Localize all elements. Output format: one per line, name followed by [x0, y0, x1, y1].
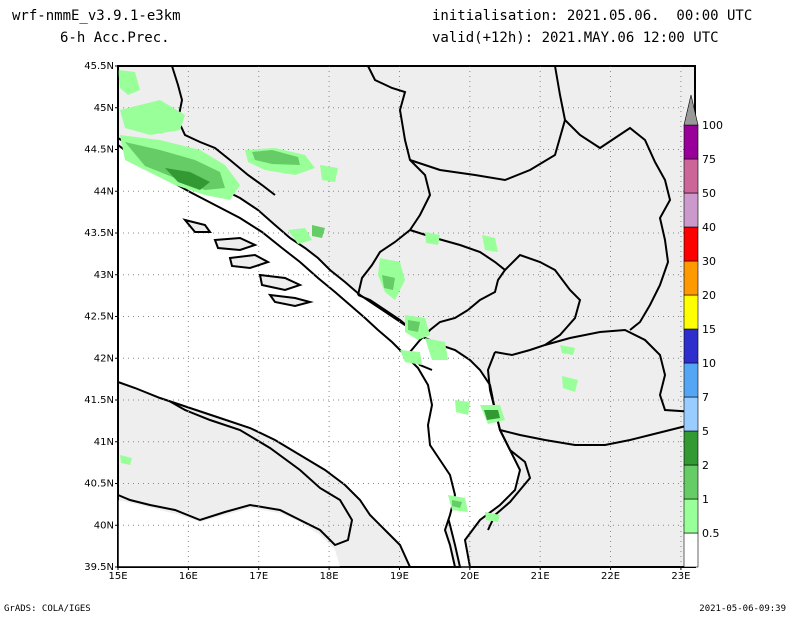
- precip-patch: [482, 235, 498, 252]
- colorbar-label: 1: [702, 493, 709, 506]
- lat-tick-label: 41N: [94, 437, 114, 448]
- model-title: wrf-nmmE_v3.9.1-e3km: [12, 8, 181, 24]
- colorbar-box: [683, 158, 699, 194]
- precip-patch: [425, 232, 440, 245]
- colorbar-label: 50: [702, 187, 716, 200]
- colorbar-label: 40: [702, 221, 716, 234]
- border-line: [409, 65, 567, 182]
- precip-patch: [425, 338, 448, 360]
- lon-tick-label: 21E: [531, 571, 550, 582]
- lat-tick-label: 40N: [94, 520, 114, 531]
- precip-patch: [120, 100, 185, 135]
- precip-patch: [120, 455, 132, 465]
- lat-tick-label: 45N: [94, 103, 114, 114]
- precip-patch: [408, 320, 420, 332]
- lon-tick-label: 19E: [390, 571, 409, 582]
- lat-tick-label: 45.5N: [84, 61, 114, 72]
- tyrrhenian-sea: [118, 500, 340, 567]
- colorbar-box: [683, 226, 699, 262]
- border-line: [494, 253, 582, 357]
- colorbar-box: [683, 532, 699, 568]
- lat-tick-label: 39.5N: [84, 562, 114, 573]
- border-line: [544, 328, 696, 413]
- colorbar-label: 15: [702, 323, 716, 336]
- lon-tick-label: 16E: [179, 571, 198, 582]
- precip-patch: [252, 150, 300, 165]
- colorbar-label: 2: [702, 459, 709, 472]
- init-time: initialisation: 2021.05.06. 00:00 UTC: [432, 8, 753, 24]
- precipitation-areas: [118, 70, 578, 522]
- colorbar-box: [683, 430, 699, 466]
- precip-patch: [452, 500, 462, 508]
- island: [258, 273, 303, 292]
- lat-tick-label: 43N: [94, 270, 114, 281]
- colorbar-box: [683, 124, 699, 160]
- precip-patch: [288, 228, 312, 244]
- precip-patch: [400, 350, 422, 365]
- colorbar-box: [683, 498, 699, 534]
- footer-credit: GrADS: COLA/IGES: [4, 604, 91, 614]
- adriatic-sea: [117, 142, 457, 568]
- precip-patch: [320, 165, 338, 182]
- island: [182, 218, 212, 233]
- country-borders: [171, 65, 696, 531]
- colorbar-legend: 0.5 1 2 5 7 10 15 20 30 40 50 75 100: [683, 94, 723, 568]
- lat-tick-label: 42N: [94, 353, 114, 364]
- lat-tick-label: 44N: [94, 186, 114, 197]
- island: [228, 253, 271, 270]
- lon-tick-label: 17E: [249, 571, 268, 582]
- lat-tick-label: 43.5N: [84, 228, 114, 239]
- precip-patch: [560, 345, 575, 355]
- colorbar-label: 0.5: [702, 527, 720, 540]
- border-line: [367, 65, 432, 231]
- colorbar-label: 75: [702, 153, 716, 166]
- islands: [182, 218, 314, 308]
- colorbar-box: [683, 362, 699, 398]
- lon-tick-label: 18E: [320, 571, 339, 582]
- precip-patch: [485, 512, 500, 522]
- precip-patch: [165, 168, 210, 190]
- lat-tick-label: 40.5N: [84, 479, 114, 490]
- colorbar-label: 10: [702, 357, 716, 370]
- precip-patch: [312, 225, 325, 238]
- border-line: [171, 65, 276, 196]
- precip-patch: [562, 376, 578, 392]
- footer-timestamp: 2021-05-06-09:39: [699, 604, 786, 614]
- lon-tick-label: 23E: [671, 571, 690, 582]
- colorbar-box: [683, 260, 699, 296]
- island: [213, 236, 258, 252]
- colorbar-box: [683, 328, 699, 364]
- precip-patch: [118, 70, 140, 95]
- border-line: [357, 229, 411, 296]
- colorbar-box: [683, 192, 699, 228]
- lat-tick-label: 41.5N: [84, 395, 114, 406]
- lat-tick-label: 42.5N: [84, 312, 114, 323]
- border-line: [499, 424, 691, 446]
- precip-patch: [484, 410, 500, 420]
- colorbar-arrow: [683, 94, 699, 126]
- border-line: [409, 229, 507, 311]
- field-title: 6-h Acc.Prec.: [60, 30, 170, 46]
- lon-tick-label: 15E: [108, 571, 127, 582]
- colorbar-label: 100: [702, 119, 723, 132]
- precip-patch: [455, 400, 470, 415]
- border-line: [486, 351, 532, 531]
- colorbar-label: 20: [702, 289, 716, 302]
- precip-patch: [382, 275, 395, 290]
- colorbar-label: 5: [702, 425, 709, 438]
- colorbar-box: [683, 294, 699, 330]
- colorbar-box: [683, 396, 699, 432]
- lon-tick-label: 20E: [460, 571, 479, 582]
- colorbar-label: 7: [702, 391, 709, 404]
- border-line: [564, 119, 672, 331]
- lat-tick-label: 44.5N: [84, 145, 114, 156]
- lon-tick-label: 22E: [601, 571, 620, 582]
- colorbar-box: [683, 464, 699, 500]
- valid-time: valid(+12h): 2021.MAY.06 12:00 UTC: [432, 30, 719, 46]
- island: [267, 293, 314, 308]
- colorbar-label: 30: [702, 255, 716, 268]
